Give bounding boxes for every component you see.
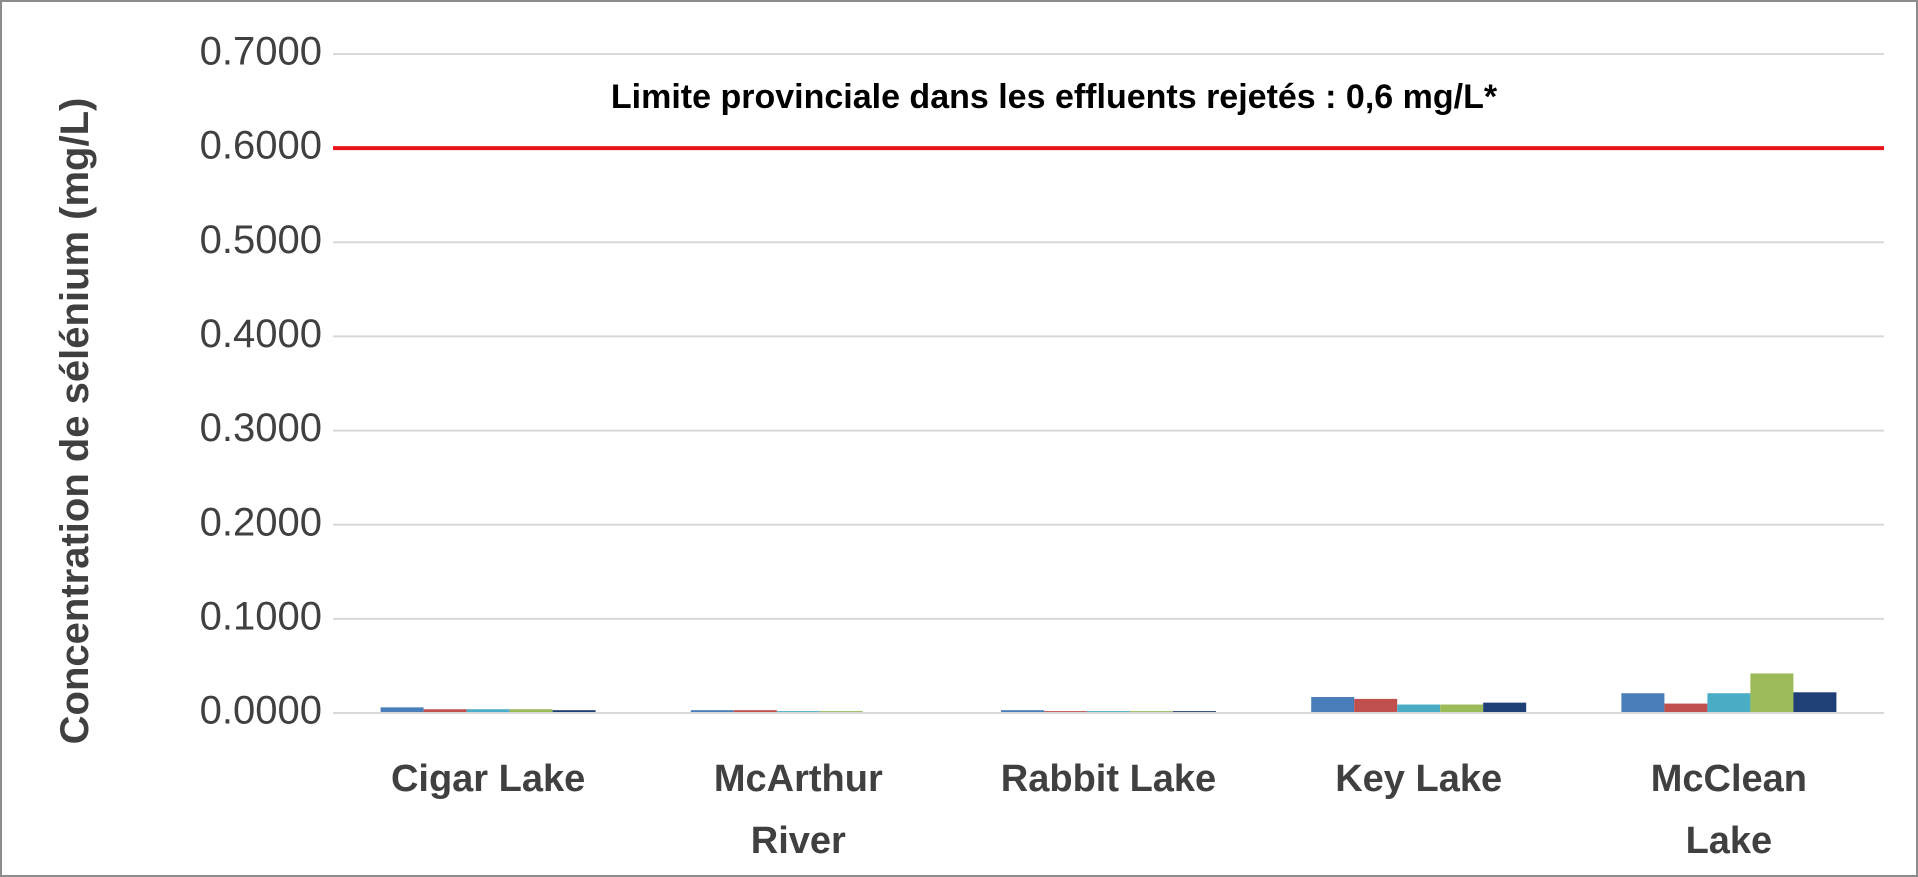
bar xyxy=(466,709,510,713)
bar xyxy=(423,709,467,713)
bar xyxy=(690,710,734,713)
bar xyxy=(509,709,553,713)
bar xyxy=(1440,704,1484,713)
y-tick-label: 0.3000 xyxy=(200,406,322,450)
bar xyxy=(380,707,424,713)
y-tick-label: 0.4000 xyxy=(200,312,322,356)
bar xyxy=(1707,693,1751,713)
y-axis-title: Concentration de sélénium (mg/L) xyxy=(53,97,97,745)
y-tick-label: 0.2000 xyxy=(200,500,322,544)
bar xyxy=(1793,692,1837,713)
bar xyxy=(1354,698,1398,713)
bar xyxy=(1397,704,1441,713)
y-tick-label: 0.6000 xyxy=(200,124,322,168)
x-tick-label: Rabbit Lake xyxy=(1000,758,1217,800)
x-tick-label: McClean Lake xyxy=(1650,758,1808,862)
bar xyxy=(733,710,777,713)
y-tick-label: 0.7000 xyxy=(200,30,322,74)
reference-label: Limite provinciale dans les effluents re… xyxy=(611,78,1498,116)
bar xyxy=(1621,693,1665,713)
bar xyxy=(552,710,596,713)
bar xyxy=(1750,673,1794,713)
bar xyxy=(1483,702,1527,713)
x-tick-label: McArthur River xyxy=(713,758,883,862)
x-tick-label: Cigar Lake xyxy=(390,758,586,800)
y-tick-label: 0.1000 xyxy=(200,594,322,638)
bar xyxy=(1664,703,1708,713)
y-tick-label: 0.5000 xyxy=(200,218,322,262)
bar xyxy=(1311,696,1355,713)
bar xyxy=(1001,710,1044,713)
y-tick-label: 0.0000 xyxy=(200,689,322,733)
x-tick-label: Key Lake xyxy=(1335,758,1503,800)
